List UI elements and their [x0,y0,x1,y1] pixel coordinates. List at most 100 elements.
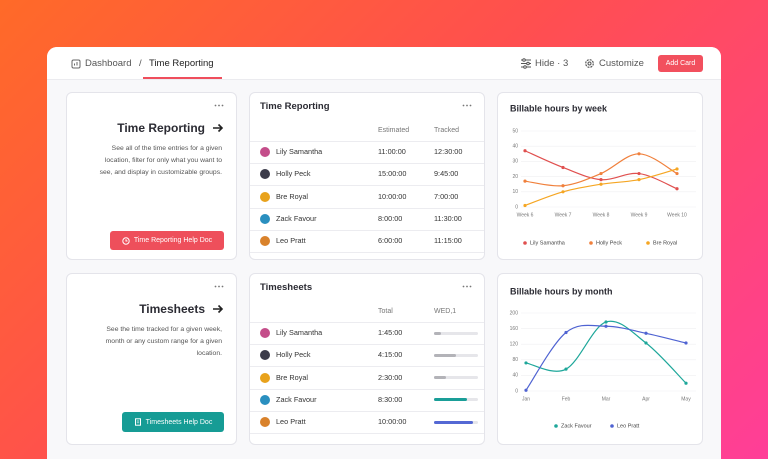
data-point [637,171,641,176]
data-point [561,165,565,170]
x-tick-label: Week 9 [631,212,648,218]
row-divider [250,322,484,323]
chart: Billable hours by month 0 40 80 120 160 200 Jan… [510,286,696,429]
info-card: Time Reporting See all of the time entri… [66,92,237,260]
avatar [260,350,270,361]
progress-track [434,331,478,335]
breadcrumb-separator: / [139,58,142,69]
chart-card: Billable hours by week 0 10 20 30 40 50 Week 6 W… [497,92,703,260]
time-cell: 15:00:00 [378,169,407,179]
progress-bar [434,420,474,424]
column-header: Total [378,308,393,315]
data-point [599,171,603,176]
hide-button[interactable]: Hide · 3 [535,58,569,69]
time-cell: 1:45:00 [378,328,403,337]
time-cell: 4:15:00 [378,350,403,360]
legend-swatch [523,241,527,245]
time-cell: 11:30:00 [434,213,462,223]
data-point [561,190,565,194]
y-tick-label: 30 [512,159,518,165]
time-cell: 8:00:00 [378,213,403,223]
x-tick-label: Week 7 [555,212,572,218]
data-point [644,331,648,335]
button-label: Add Card [665,60,696,67]
help-doc-button[interactable]: Timesheets Help Doc [122,412,224,432]
description-line: month or any custom range for a given [105,338,222,345]
x-tick-label: May [681,396,691,402]
y-tick-label: 200 [510,310,519,316]
row-divider [250,388,484,390]
legend-swatch [589,241,593,245]
column-header: Estimated [378,127,410,134]
data-point [564,330,568,335]
progress-track [434,353,478,357]
data-point [523,149,527,153]
data-point [675,171,679,176]
progress-bar [434,331,442,335]
x-tick-label: Week 6 [517,212,534,218]
avatar [260,169,270,180]
tab-underline [143,77,222,79]
help-doc-button[interactable]: Time Reporting Help Doc [110,231,224,250]
row-divider [250,141,484,142]
data-point [675,167,679,171]
name-cell: Holly Peck [276,169,311,179]
card-title: Time Reporting [117,121,205,135]
x-tick-label: Feb [562,396,571,402]
data-point [524,361,528,365]
description-line: location, filter for only what you want … [104,157,222,164]
chart-title: Billable hours by week [510,103,608,113]
menu-dots[interactable] [214,104,224,107]
dashboard-icon [71,59,81,69]
y-tick-label: 160 [510,326,519,332]
data-point [637,178,641,182]
x-tick-label: Week 8 [593,212,610,218]
data-point [684,341,688,345]
chart-card: Billable hours by month 0 40 80 120 160 200 Jan… [497,273,703,445]
legend-label: Leo Pratt [617,423,640,429]
time-cell: 10:00:00 [378,417,407,427]
y-tick-label: 10 [512,189,518,195]
table-title: Timesheets [260,282,313,293]
progress-bar [434,376,446,380]
time-cell: 10:00:00 [378,191,407,201]
breadcrumb-current: Time Reporting [149,58,214,69]
table-title: Time Reporting [260,101,330,112]
time-cell: 12:30:00 [434,147,463,156]
menu-dots[interactable] [462,285,472,288]
menu-dots[interactable] [462,104,472,107]
add-card-button[interactable]: Add Card [658,55,703,72]
doc-icon [134,418,141,426]
filter-icon [521,58,531,69]
row-divider [250,410,484,412]
header [47,47,721,80]
data-point [561,184,565,188]
avatar [260,213,270,224]
legend-label: Bre Royal [653,240,677,246]
time-cell: 2:30:00 [378,372,403,382]
menu-dots[interactable] [214,285,224,288]
breadcrumb-link[interactable]: Dashboard [85,58,132,69]
description-line: See the time tracked for a given week, [106,326,222,333]
info-card: Timesheets See the time tracked for a gi… [66,273,237,445]
description-line: see, and display in customizable groups. [99,169,222,176]
data-point [523,203,527,208]
avatar [260,328,270,338]
progress-bar [434,353,456,357]
row-divider [250,229,484,231]
legend-label: Holly Peck [596,240,622,246]
customize-button[interactable]: Customize [599,58,644,69]
avatar [260,372,270,383]
time-cell: 11:00:00 [378,147,406,156]
arrow-icon [213,304,224,314]
legend-swatch [646,241,650,245]
time-cell: 8:30:00 [378,394,403,404]
y-tick-label: 120 [510,342,519,348]
name-cell: Holly Peck [276,350,311,360]
name-cell: Leo Pratt [276,236,306,246]
data-point [524,388,528,392]
row-divider [250,252,484,254]
row-divider [250,163,484,164]
column-header: WED,1 [434,308,457,315]
